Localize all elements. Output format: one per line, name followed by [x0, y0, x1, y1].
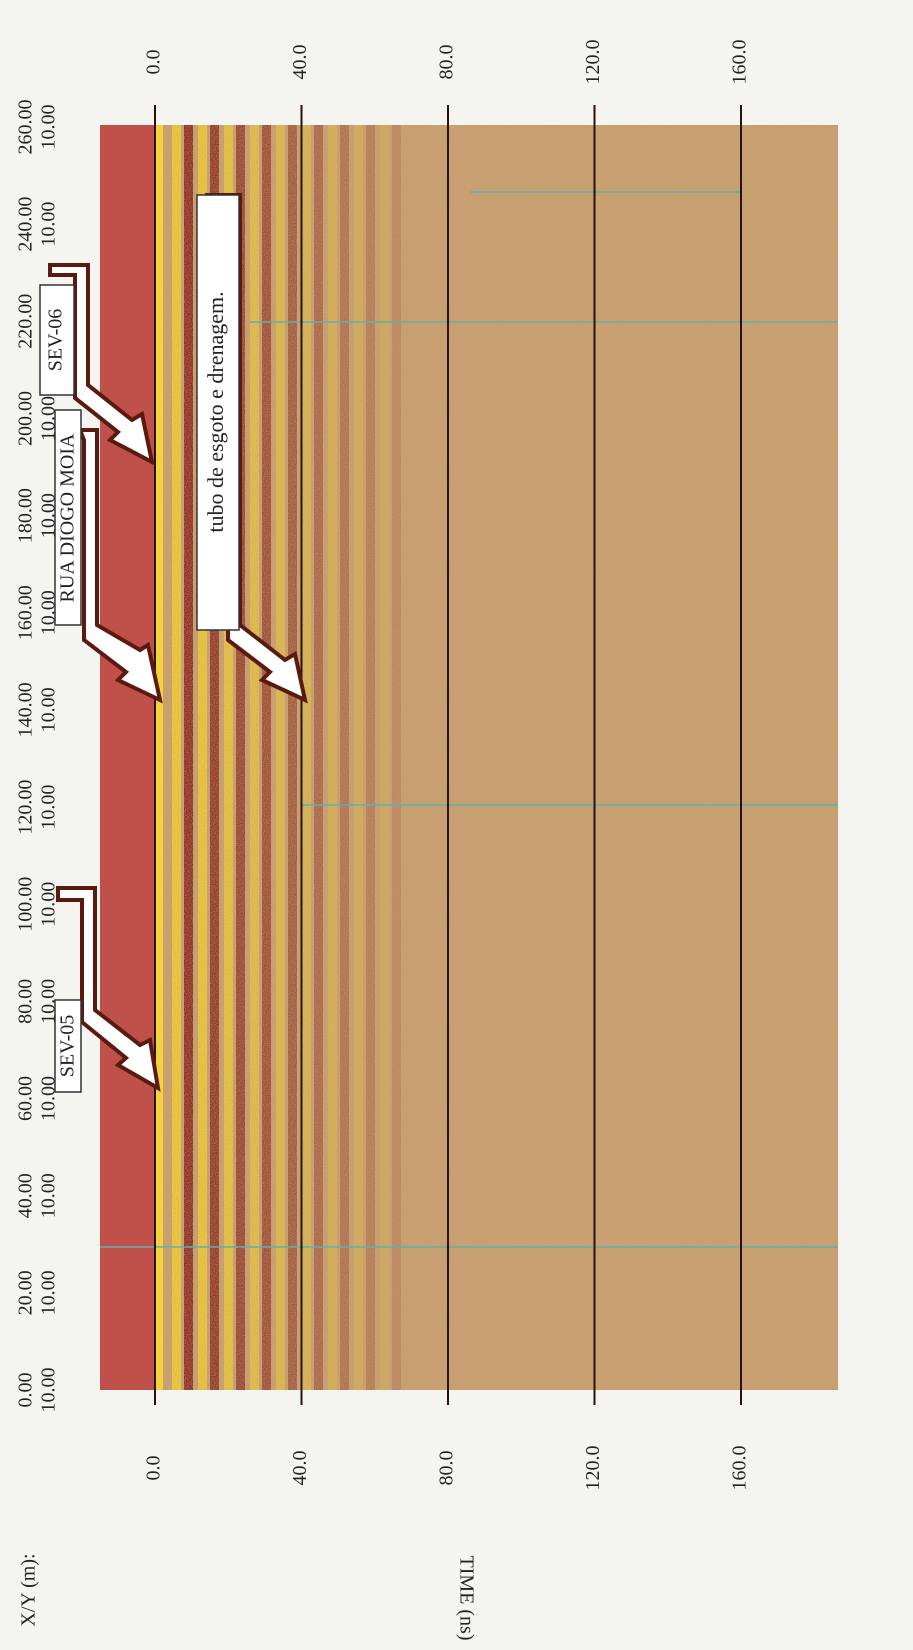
distance-tick-label: 20.00 — [15, 1270, 37, 1315]
label-box — [196, 194, 240, 631]
distance-tick-sublabel: 10.00 — [38, 687, 60, 732]
time-tick-label: 0.0 — [143, 1456, 165, 1481]
distance-tick-sublabel: 10.00 — [38, 979, 60, 1024]
distance-tick-label: 160.00 — [15, 585, 37, 640]
distance-tick-label: 220.00 — [15, 294, 37, 349]
distance-axis-title: X/Y (m): — [18, 1553, 40, 1626]
time-tick-label: 80.0 — [436, 45, 458, 80]
time-tick-label: 40.0 — [289, 45, 311, 80]
distance-tick-label: 180.00 — [15, 488, 37, 543]
time-tick-label: 80.0 — [436, 1451, 458, 1486]
time-axis-title: TIME (ns) — [455, 1556, 477, 1641]
annotation-label: RUA DIOGO MOIA — [57, 433, 79, 602]
time-tick-label: 120.0 — [582, 40, 604, 85]
distance-tick-label: 260.00 — [15, 100, 37, 155]
annotation-sev05: SEV-05 — [54, 886, 161, 1093]
distance-tick-sublabel: 10.00 — [38, 590, 60, 635]
surface-band — [155, 125, 163, 1390]
annotation-rua: RUA DIOGO MOIA — [54, 409, 163, 704]
distance-tick-label: 40.00 — [15, 1173, 37, 1218]
distance-tick-sublabel: 10.00 — [38, 1173, 60, 1218]
distance-tick-label: 100.00 — [15, 877, 37, 932]
label-box — [54, 409, 82, 626]
distance-tick-label: 240.00 — [15, 197, 37, 252]
label-box — [39, 284, 75, 396]
time-tick-label: 0.0 — [143, 50, 165, 75]
annotation-label: tubo de esgoto e drenagem. — [203, 291, 228, 532]
label-box — [54, 999, 82, 1093]
time-tick-label: 160.0 — [729, 40, 751, 85]
time-tick-label: 120.0 — [582, 1446, 604, 1491]
distance-tick-sublabel: 10.00 — [38, 493, 60, 538]
annotation-label: SEV-06 — [45, 309, 67, 372]
time-tick-label: 160.0 — [729, 1446, 751, 1491]
air-band — [100, 125, 155, 1390]
distance-tick-label: 120.00 — [15, 780, 37, 835]
distance-tick-label: 60.00 — [15, 1076, 37, 1121]
distance-tick-label: 0.00 — [15, 1373, 37, 1408]
distance-tick-sublabel: 10.00 — [38, 396, 60, 441]
annotation-tubo: tubo de esgoto e drenagem. — [196, 193, 308, 704]
distance-tick-sublabel: 10.00 — [38, 1076, 60, 1121]
distance-tick-sublabel: 10.00 — [38, 882, 60, 927]
grid — [154, 105, 742, 1405]
distance-tick-label: 140.00 — [15, 682, 37, 737]
axis-labels: 0.0 0.0 40.0 40.0 80.0 80.0 120.0 120.0 160.0 160… — [15, 40, 751, 1641]
annotation-sev06: SEV-06 — [39, 263, 155, 466]
annotation-label: SEV-05 — [57, 1015, 79, 1078]
distance-tick-label: 80.00 — [15, 979, 37, 1024]
distance-tick-label: 200.00 — [15, 391, 37, 446]
time-tick-label: 40.0 — [289, 1451, 311, 1486]
distance-tick-sublabel: 10.00 — [38, 785, 60, 830]
distance-tick-sublabel: 10.00 — [38, 105, 60, 150]
distance-tick-sublabel: 10.00 — [38, 202, 60, 247]
distance-tick-sublabel: 10.00 — [38, 1368, 60, 1413]
distance-tick-sublabel: 10.00 — [38, 1270, 60, 1315]
